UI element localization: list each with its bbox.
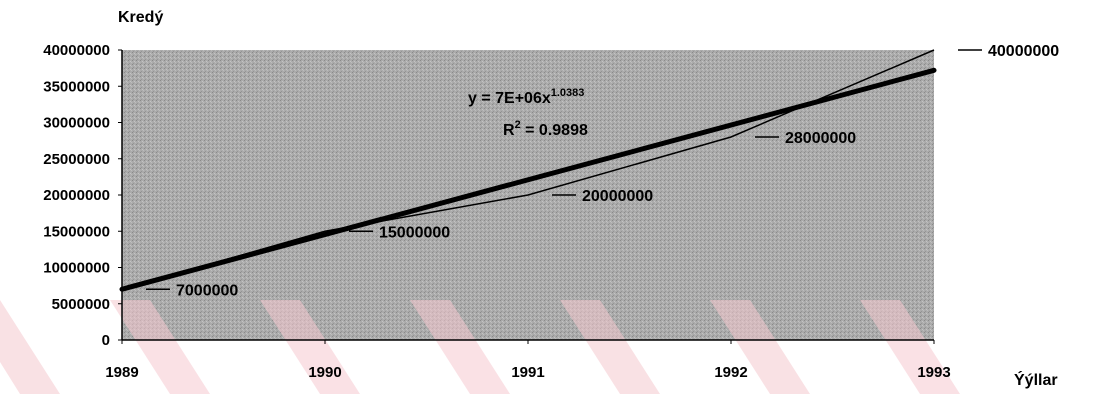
data-label-text: 20000000 <box>582 188 653 205</box>
data-label-text: 15000000 <box>379 224 450 241</box>
x-axis-ticks: 1989 1990 1991 1992 1993 <box>105 340 951 381</box>
background-stripes <box>0 300 960 394</box>
y-tick-label: 30000000 <box>43 115 110 132</box>
x-tick-label: 1990 <box>308 364 341 381</box>
r-squared-value: = 0.9898 <box>521 122 588 139</box>
y-tick-label: 0 <box>102 332 110 349</box>
x-tick-label: 1993 <box>917 364 950 381</box>
y-tick-label: 5000000 <box>52 296 110 313</box>
y-axis-ticks: 0 5000000 10000000 15000000 20000000 25000000… <box>43 42 122 349</box>
trendline-r-squared: R2 = 0.9898 <box>503 119 588 139</box>
data-label: 15000000 <box>349 224 450 241</box>
data-label-text: 28000000 <box>785 130 856 147</box>
y-tick-label: 40000000 <box>43 42 110 59</box>
y-tick-label: 25000000 <box>43 151 110 168</box>
x-tick-label: 1992 <box>714 364 747 381</box>
x-tick-label: 1991 <box>511 364 544 381</box>
x-axis-label: Ýýllar <box>1014 370 1058 389</box>
trendline <box>119 67 937 292</box>
trendline-equation: y = 7E+06x1.0383 <box>468 87 584 107</box>
y-tick-label: 10000000 <box>43 260 110 277</box>
y-tick-label: 35000000 <box>43 78 110 95</box>
data-label: 40000000 <box>958 43 1059 60</box>
trendline-equation-base: y = 7E+06x <box>468 90 551 107</box>
data-label: 20000000 <box>552 188 653 205</box>
y-tick-label: 15000000 <box>43 223 110 240</box>
y-tick-label: 20000000 <box>43 187 110 204</box>
y-axis-label: Kredý <box>118 9 163 26</box>
data-label: 28000000 <box>755 130 856 147</box>
data-label-text: 7000000 <box>176 282 238 299</box>
data-label: 7000000 <box>146 282 238 299</box>
data-label-text: 40000000 <box>988 43 1059 60</box>
trendline-equation-exponent: 1.0383 <box>551 87 585 99</box>
data-labels: 7000000 15000000 20000000 28000000 40000000 <box>146 43 1059 299</box>
r-squared-label: R <box>503 122 515 139</box>
x-tick-label: 1989 <box>105 364 138 381</box>
r-squared-sup: 2 <box>515 119 521 131</box>
